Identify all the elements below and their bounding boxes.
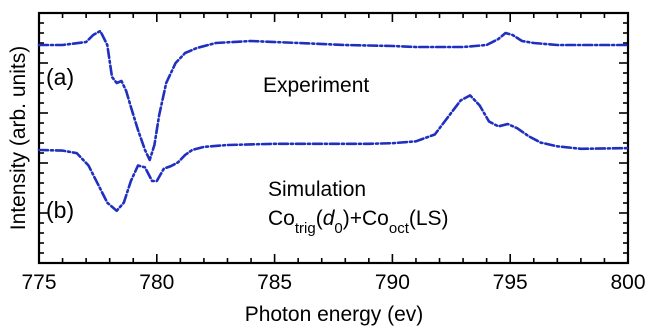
formula-co-2: Co — [362, 207, 389, 230]
series-line-a — [37, 29, 630, 162]
x-tick-label: 800 — [610, 271, 645, 294]
simulation-label: Simulation — [268, 178, 366, 201]
x-tick-label: 790 — [375, 271, 410, 294]
experiment-label: Experiment — [263, 74, 369, 97]
plot-frame — [37, 11, 630, 265]
x-tick-label: 780 — [139, 271, 174, 294]
x-tick-labels: 775 780 785 790 795 800 — [21, 271, 645, 294]
formula-sub-0: 0 — [334, 220, 342, 237]
x-tick-label: 775 — [21, 271, 56, 294]
formula-paren-open: ( — [316, 207, 323, 230]
y-tick-marks — [39, 22, 628, 254]
formula-ls: (LS) — [409, 207, 449, 230]
series-layer — [37, 29, 630, 213]
series-line-b — [37, 94, 630, 213]
x-axis-label: Photon energy (ev) — [245, 303, 424, 326]
formula-sub-trig: trig — [295, 220, 316, 237]
formula-sub-oct: oct — [389, 220, 410, 237]
formula-paren-plus: )+ — [343, 207, 362, 230]
formula-label: Cotrig(d0)+Cooct(LS) — [268, 207, 449, 237]
x-tick-label: 785 — [257, 271, 292, 294]
panel-label-a: (a) — [46, 64, 74, 90]
formula-co-1: Co — [268, 207, 295, 230]
x-tick-marks — [38, 13, 629, 263]
x-tick-label: 795 — [493, 271, 528, 294]
y-axis-label: Intensity (arb. units) — [7, 46, 30, 230]
panel-label-b: (b) — [46, 197, 74, 223]
formula-d: d — [323, 207, 336, 230]
